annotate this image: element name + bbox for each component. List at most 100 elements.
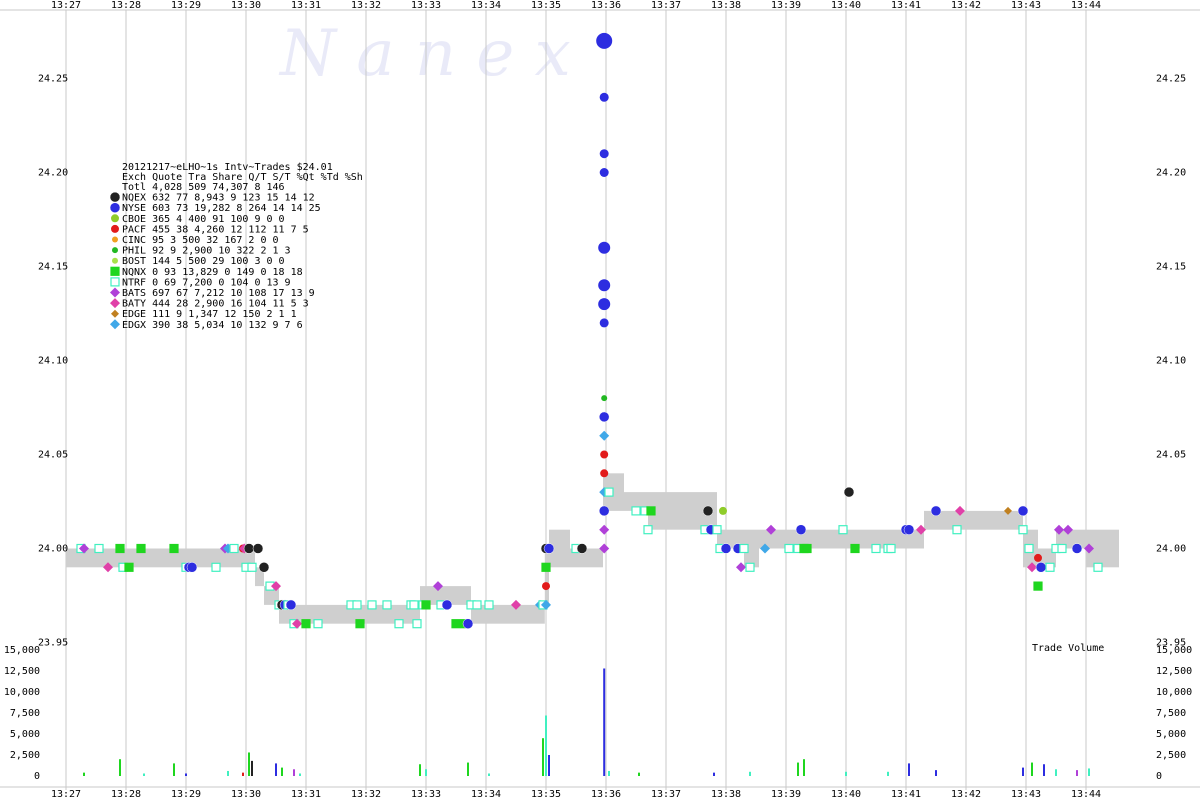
x-tick-label-bottom: 13:33 (411, 789, 441, 800)
trade-marker-ntrf (352, 600, 362, 610)
x-tick-label-top: 13:35 (531, 0, 561, 11)
trade-markers (76, 32, 1103, 629)
trade-marker-spike (598, 241, 611, 254)
trade-marker-nqnx (802, 543, 812, 554)
trade-marker-ntrf (472, 600, 482, 610)
trade-marker-nqnx (1033, 581, 1043, 591)
x-tick-label-top: 13:32 (351, 0, 381, 11)
trade-marker-nyse (109, 202, 121, 213)
volume-bar (542, 738, 544, 776)
x-tick-label-top: 13:34 (471, 0, 501, 11)
nbbo-segment (123, 548, 183, 568)
volume-bar (293, 769, 295, 776)
trade-marker-bats (110, 287, 120, 298)
x-tick-label-bottom: 13:28 (111, 789, 141, 800)
stats-title: 20121217~eLHO~1s Intv~Trades $24.01 (122, 162, 333, 173)
trade-marker-edgx (541, 599, 551, 610)
x-tick-label-bottom: 13:29 (171, 789, 201, 800)
x-tick-label-top: 13:30 (231, 0, 261, 11)
volume-bar (845, 771, 847, 776)
price-tick-right: 24.05 (1156, 450, 1186, 461)
trade-marker-ntrf (211, 562, 221, 572)
volume-tick-right: 7,500 (1156, 708, 1186, 719)
stats-row-nyse: NYSE 603 73 19,282 8 264 14 14 25 (122, 203, 321, 214)
x-tick-label-top: 13:28 (111, 0, 141, 11)
trade-marker-nqnx (541, 562, 551, 572)
x-tick-label-bottom: 13:40 (831, 789, 861, 800)
trade-marker-nqex (243, 543, 255, 554)
x-tick-label-top: 13:29 (171, 0, 201, 11)
trade-marker-phil (601, 395, 608, 402)
trade-marker-cinc (112, 236, 118, 243)
nbbo-segment (390, 604, 420, 624)
volume-bar (1022, 767, 1024, 776)
volume-bar (803, 759, 805, 776)
trade-marker-nyse (543, 543, 555, 554)
trade-marker-nqex (702, 505, 714, 517)
price-tick-right: 24.20 (1156, 168, 1186, 179)
trade-marker-baty (271, 581, 281, 592)
price-tick-left: 24.10 (38, 356, 68, 367)
x-tick-label-bottom: 13:38 (711, 789, 741, 800)
price-tick-right: 23.95 (1156, 638, 1186, 649)
x-tick-label-top: 13:31 (291, 0, 321, 11)
trade-marker-cboe (111, 214, 119, 223)
volume-bar (908, 763, 910, 776)
volume-bar (887, 771, 889, 776)
volume-bar (425, 769, 427, 776)
volume-bar (713, 772, 715, 776)
x-tick-label-top: 13:41 (891, 0, 921, 11)
trade-marker-pacf (1034, 553, 1042, 562)
stats-row-bats: BATS 697 67 7,212 10 108 17 13 9 (122, 288, 315, 299)
nbbo-segment (570, 548, 603, 568)
trade-marker-ntrf (631, 506, 641, 516)
nbbo-segment (924, 510, 972, 530)
trade-marker-nqnx (110, 266, 120, 276)
volume-bar (281, 767, 283, 776)
trade-marker-phil (112, 247, 118, 254)
x-tick-label-top: 13:38 (711, 0, 741, 11)
trade-marker-nqnx (850, 543, 860, 554)
nbbo-segment (544, 548, 549, 605)
trade-marker-nqex (576, 543, 588, 554)
stats-row-pacf: PACF 455 38 4,260 12 112 11 7 5 (122, 224, 309, 235)
volume-tick-left: 10,000 (4, 687, 40, 698)
trade-marker-ntrf (313, 619, 323, 629)
trade-marker-baty (1027, 562, 1037, 573)
trade-marker-baty (955, 505, 965, 516)
volume-bar (749, 771, 751, 776)
x-tick-label-top: 13:27 (51, 0, 81, 11)
trade-marker-ntrf (1057, 543, 1067, 554)
x-tick-label-bottom: 13:37 (651, 789, 681, 800)
grid-lines (0, 9, 1200, 790)
trade-marker-spike (598, 279, 611, 292)
trade-marker-nyse (1017, 505, 1029, 517)
volume-bar (1031, 762, 1033, 776)
volume-tick-left: 5,000 (10, 729, 40, 740)
volume-bar (608, 770, 610, 776)
volume-tick-right: 10,000 (1156, 687, 1192, 698)
trade-marker-bats (433, 581, 443, 592)
trade-marker-bats (1054, 524, 1064, 535)
trade-marker-edge (1004, 506, 1012, 515)
trade-marker-ntrf (394, 619, 404, 629)
nbbo-segment (183, 548, 234, 568)
volume-bar (545, 715, 547, 776)
price-tick-right: 24.25 (1156, 74, 1186, 85)
nbbo-segment (420, 586, 471, 605)
trade-marker-nqex (252, 543, 264, 554)
nbbo-segment (786, 529, 924, 549)
trade-marker-nqnx (124, 562, 134, 572)
trade-marker-ntrf (382, 600, 392, 610)
x-tick-label-top: 13:43 (1011, 0, 1041, 11)
trade-marker-ntrf (409, 600, 419, 610)
trade-marker-spike (598, 298, 611, 311)
trade-marker-ntrf (784, 543, 794, 554)
price-tick-left: 24.00 (38, 544, 68, 555)
price-tick-right: 24.10 (1156, 356, 1186, 367)
trade-marker-nqnx (115, 543, 125, 554)
x-tick-label-top: 13:36 (591, 0, 621, 11)
volume-bar (251, 760, 253, 776)
volume-tick-left: 15,000 (4, 645, 40, 656)
